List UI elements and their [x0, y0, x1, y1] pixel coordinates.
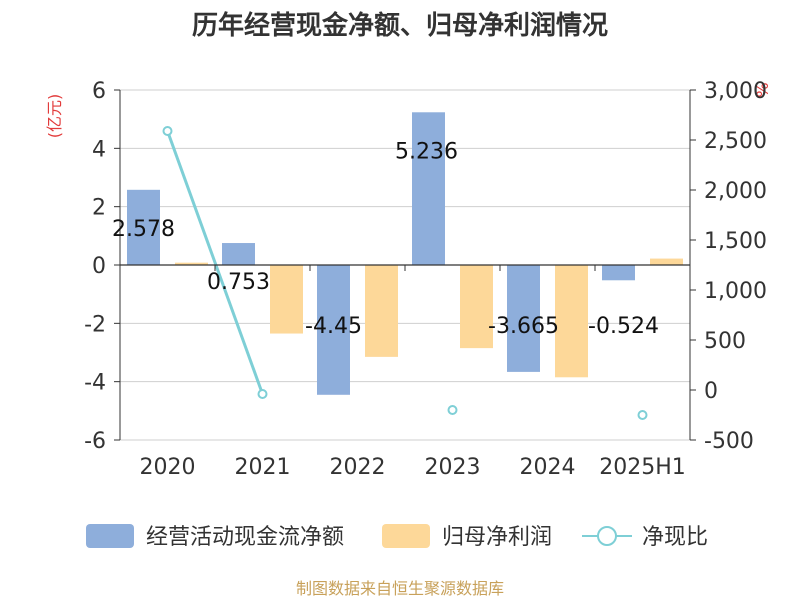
bar-net-profit [650, 258, 683, 265]
line-layer [162, 126, 648, 420]
right-tick-label: -500 [704, 429, 754, 454]
ratio-point [447, 405, 458, 415]
legend: 经营活动现金流净额 归母净利润 净现比 [86, 524, 708, 550]
x-tick-label: 2021 [235, 455, 291, 480]
grid-layer [120, 89, 690, 441]
x-tick-label: 2023 [425, 455, 481, 480]
bar-cashflow [412, 112, 445, 266]
left-tick-label: 4 [92, 137, 106, 162]
bar-cashflow [602, 265, 635, 281]
right-tick-label: 2,500 [704, 129, 767, 154]
ratio-point [637, 410, 648, 420]
legend-swatch-net-profit [382, 524, 430, 548]
chart-title: 历年经营现金净额、归母净利润情况 [192, 10, 608, 41]
bar-net-profit [460, 265, 493, 349]
left-tick-label: -6 [84, 429, 106, 454]
bar-net-profit [175, 262, 208, 265]
left-tick-label: 0 [92, 254, 106, 279]
x-tick-label: 2024 [520, 455, 576, 480]
ratio-point [162, 126, 173, 136]
bar-net-profit [555, 265, 588, 378]
bar-cashflow [127, 189, 160, 265]
legend-label-net-profit: 归母净利润 [442, 525, 552, 550]
data-label: 2.578 [112, 217, 175, 242]
left-tick-label: 6 [92, 79, 106, 104]
right-tick-label: 3,000 [704, 79, 767, 104]
left-tick-label: -4 [84, 371, 106, 396]
bar-net-profit [270, 265, 303, 334]
bars-layer [127, 112, 683, 395]
right-tick-label: 0 [704, 379, 718, 404]
bar-cashflow [507, 265, 540, 372]
label-layer: 2.578 0.753 -4.45 5.236 -3.665 -0.524 [112, 139, 659, 339]
legend-label-ratio: 净现比 [642, 525, 708, 550]
bar-cashflow [222, 243, 255, 265]
right-tick-label: 1,000 [704, 279, 767, 304]
data-label: 0.753 [207, 270, 270, 295]
bar-net-profit [365, 265, 398, 357]
legend-marker-ratio [597, 526, 617, 546]
data-label: -4.45 [305, 314, 362, 339]
x-tick-label: 2020 [140, 455, 196, 480]
right-tick-label: 500 [704, 329, 746, 354]
bar-cashflow [317, 265, 350, 395]
left-axis-unit: (亿元) [45, 94, 64, 139]
ratio-line-segment [166, 130, 264, 395]
x-tick-label: 2025H1 [599, 455, 686, 480]
left-tick-label: 2 [92, 196, 106, 221]
right-axis-unit: % [753, 82, 772, 97]
right-tick-label: 1,500 [704, 229, 767, 254]
data-label: 5.236 [395, 139, 458, 164]
source-note: 制图数据来自恒生聚源数据库 [296, 579, 504, 598]
x-tick-label: 2022 [330, 455, 386, 480]
axis-layer: 6 4 2 0 -2 -4 -6 3,000 2,500 2,000 1,500 1,000 500 0 -… [84, 79, 767, 480]
right-tick-label: 2,000 [704, 179, 767, 204]
data-label: -3.665 [488, 314, 559, 339]
ratio-point [257, 389, 268, 399]
legend-label-cashflow: 经营活动现金流净额 [146, 525, 344, 550]
legend-swatch-cashflow [86, 524, 134, 548]
left-tick-label: -2 [84, 312, 106, 337]
data-label: -0.524 [588, 314, 659, 339]
